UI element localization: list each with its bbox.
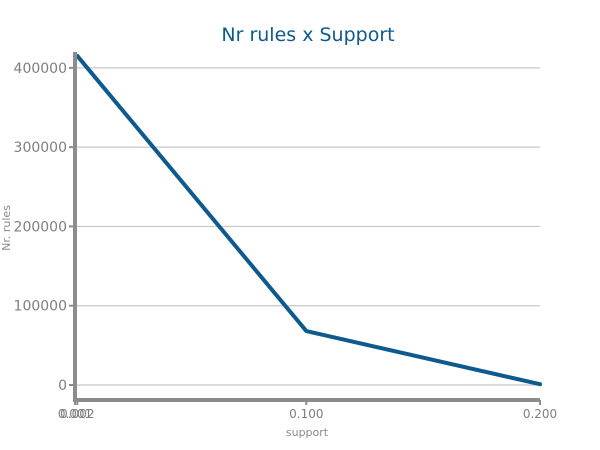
data-point: [539, 383, 541, 385]
grid-lines: [75, 67, 540, 386]
x-tick-label: 0.001: [58, 407, 92, 421]
y-axis-label: Nr. rules: [0, 205, 13, 251]
x-tick-label: 0.100: [289, 407, 323, 421]
y-tick-label: 400000: [14, 61, 67, 77]
data-point: [76, 55, 78, 57]
x-axis-label: support: [286, 426, 329, 439]
series-line-0: [73, 53, 542, 387]
x-tick-label: 0.200: [523, 407, 557, 421]
x-tick-label: 0.002: [60, 407, 94, 421]
y-tick-label: 0: [58, 378, 67, 394]
y-tick-label: 100000: [14, 299, 67, 315]
data-point: [305, 330, 307, 332]
chart-title: Nr rules x Support: [221, 24, 394, 46]
y-tick-label: 200000: [14, 219, 67, 235]
y-tick-label: 300000: [14, 140, 67, 156]
series-layer: [73, 53, 542, 387]
y-tick-labels: 0 100000 200000 300000 400000: [14, 61, 75, 394]
